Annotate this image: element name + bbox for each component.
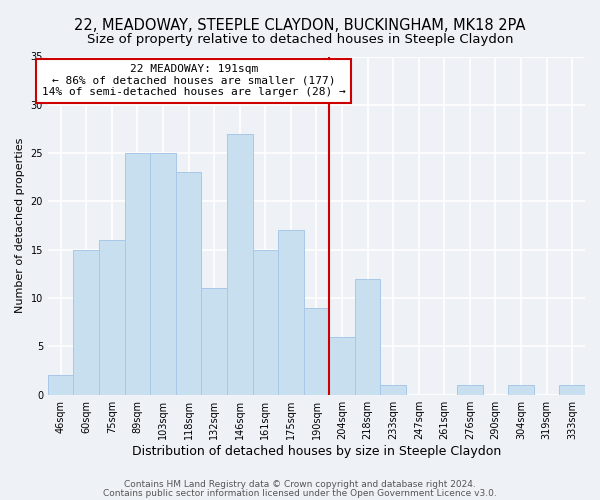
Bar: [99, 240, 125, 394]
Bar: [304, 308, 329, 394]
Text: 22 MEADOWAY: 191sqm
← 86% of detached houses are smaller (177)
14% of semi-detac: 22 MEADOWAY: 191sqm ← 86% of detached ho…: [42, 64, 346, 98]
Bar: [150, 153, 176, 394]
Bar: [278, 230, 304, 394]
Bar: [73, 250, 99, 394]
Bar: [508, 385, 534, 394]
Bar: [380, 385, 406, 394]
Text: Contains public sector information licensed under the Open Government Licence v3: Contains public sector information licen…: [103, 488, 497, 498]
Bar: [457, 385, 482, 394]
Bar: [329, 336, 355, 394]
Bar: [48, 376, 73, 394]
Bar: [125, 153, 150, 394]
Bar: [202, 288, 227, 395]
Text: Contains HM Land Registry data © Crown copyright and database right 2024.: Contains HM Land Registry data © Crown c…: [124, 480, 476, 489]
Bar: [227, 134, 253, 394]
Text: Size of property relative to detached houses in Steeple Claydon: Size of property relative to detached ho…: [87, 32, 513, 46]
Bar: [176, 172, 202, 394]
Text: 22, MEADOWAY, STEEPLE CLAYDON, BUCKINGHAM, MK18 2PA: 22, MEADOWAY, STEEPLE CLAYDON, BUCKINGHA…: [74, 18, 526, 32]
Bar: [559, 385, 585, 394]
Bar: [355, 279, 380, 394]
X-axis label: Distribution of detached houses by size in Steeple Claydon: Distribution of detached houses by size …: [132, 444, 501, 458]
Bar: [253, 250, 278, 394]
Y-axis label: Number of detached properties: Number of detached properties: [15, 138, 25, 314]
